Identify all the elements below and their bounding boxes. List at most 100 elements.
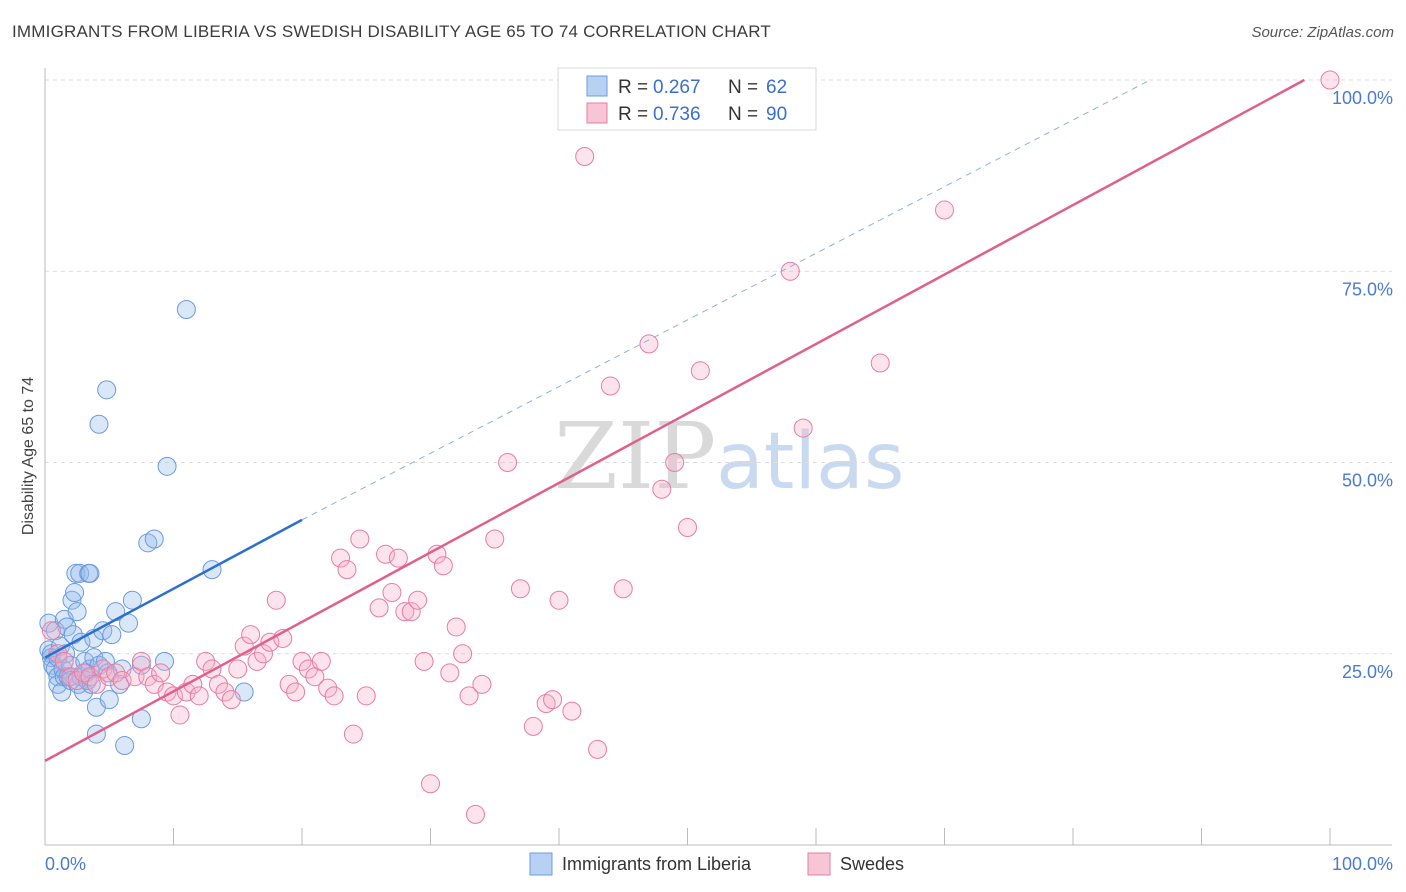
x-tick-labels: 0.0% 100.0% [45,854,1393,874]
point-swedes-60 [440,663,460,683]
point-swedes-59 [433,556,453,576]
bottom-legend-swatch-liberia [529,852,553,876]
point-swedes-43 [324,686,344,706]
point-swedes-42 [318,678,338,698]
point-liberia-34 [80,563,100,583]
bottom-legend-label-swedes: Swedes [840,854,904,874]
point-swedes-32 [253,644,273,664]
trend-lines [44,78,1305,762]
bottom-legend-label-liberia: Immigrants from Liberia [562,854,752,874]
legend-r-value-2: 0.736 [653,104,701,125]
gridlines [45,79,1392,655]
point-swedes-14 [138,667,158,687]
point-swedes-86 [793,418,813,438]
y-tick-label-75: 75.0% [1342,279,1393,299]
point-liberia-47 [99,690,119,710]
series-swedes-points [41,70,1340,824]
point-swedes-53 [395,602,415,622]
point-liberia-24 [67,602,87,622]
point-swedes-55 [408,590,428,610]
legend-n-label-1: N = [728,77,758,98]
point-swedes-73 [562,701,582,721]
point-swedes-80 [652,479,672,499]
point-liberia-48 [102,625,122,645]
axes [44,68,1392,846]
legend-n-label-2: N = [728,104,758,125]
point-liberia-42 [89,414,109,434]
point-liberia-58 [144,529,164,549]
point-swedes-77 [613,579,633,599]
point-swedes-28 [228,659,248,679]
point-swedes-65 [472,674,492,694]
point-swedes-31 [247,651,267,671]
point-swedes-54 [401,602,421,622]
point-liberia-59 [155,651,175,671]
point-swedes-25 [208,674,228,694]
point-swedes-22 [189,686,209,706]
point-liberia-61 [176,300,196,319]
point-swedes-74 [575,147,595,166]
point-liberia-36 [81,674,101,694]
point-swedes-11 [112,671,132,691]
point-swedes-69 [523,716,543,736]
legend-r-value-1: 0.267 [653,77,701,98]
y-tick-label-100: 100.0% [1332,88,1393,108]
trend-liberia [44,518,303,659]
point-swedes-63 [459,686,479,706]
point-swedes-51 [382,583,402,603]
point-swedes-38 [292,651,312,671]
point-swedes-50 [376,544,396,564]
y-axis-label: Disability Age 65 to 74 [20,377,37,535]
point-swedes-76 [600,376,620,396]
bottom-legend: Immigrants from Liberia Swedes [529,852,904,876]
point-swedes-83 [690,361,710,381]
point-swedes-88 [935,200,954,220]
point-liberia-54 [122,590,142,610]
point-swedes-36 [279,674,299,694]
point-swedes-49 [369,598,389,618]
point-liberia-22 [65,583,85,603]
point-swedes-72 [549,590,569,610]
point-swedes-64 [465,804,485,824]
point-swedes-71 [543,690,563,710]
point-swedes-23 [196,651,216,671]
legend-r-label-2: R = [618,104,648,125]
point-swedes-87 [870,353,890,373]
y-tick-label-50: 50.0% [1342,471,1393,491]
point-swedes-8 [93,659,113,679]
point-swedes-26 [215,682,235,702]
point-swedes-45 [337,560,357,580]
point-liberia-45 [97,380,117,400]
point-liberia-52 [115,736,135,756]
point-swedes-0 [41,621,61,641]
point-liberia-16 [57,617,77,637]
point-swedes-4 [67,671,87,691]
legend-swatch-liberia [586,75,608,97]
point-swedes-47 [350,529,370,549]
point-swedes-82 [678,518,697,538]
point-swedes-19 [170,705,190,725]
point-swedes-10 [106,663,126,683]
point-swedes-81 [665,453,685,472]
trend-liberia-dashed [301,79,1151,521]
point-liberia-0 [39,613,59,633]
point-swedes-89 [1320,70,1340,90]
point-liberia-20 [62,590,82,610]
point-swedes-61 [446,617,466,637]
point-swedes-16 [151,663,171,683]
point-swedes-52 [388,548,408,568]
bottom-legend-swatch-swedes [807,852,831,876]
trend-swedes [44,78,1305,762]
point-swedes-46 [343,724,363,744]
point-swedes-27 [221,690,241,710]
point-swedes-44 [331,548,351,568]
point-swedes-67 [498,453,518,472]
point-swedes-62 [453,644,473,664]
point-swedes-79 [639,334,659,354]
watermark-zip: ZIP [554,403,716,510]
point-swedes-66 [485,529,505,549]
point-swedes-37 [286,682,306,702]
legend: R = 0.267 N = 62 R = 0.736 N = 90 [557,67,817,131]
source-label: Source: ZipAtlas.com [1251,24,1394,41]
